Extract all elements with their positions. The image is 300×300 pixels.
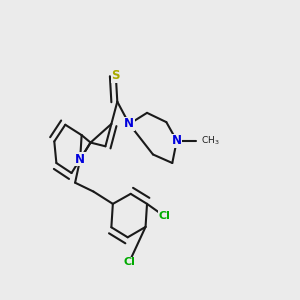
Text: Cl: Cl bbox=[158, 211, 170, 221]
Text: S: S bbox=[112, 69, 120, 82]
Text: CH$_3$: CH$_3$ bbox=[200, 134, 219, 147]
Text: N: N bbox=[124, 118, 134, 130]
Text: Cl: Cl bbox=[123, 257, 135, 267]
Text: N: N bbox=[172, 134, 182, 147]
Text: N: N bbox=[75, 153, 85, 166]
